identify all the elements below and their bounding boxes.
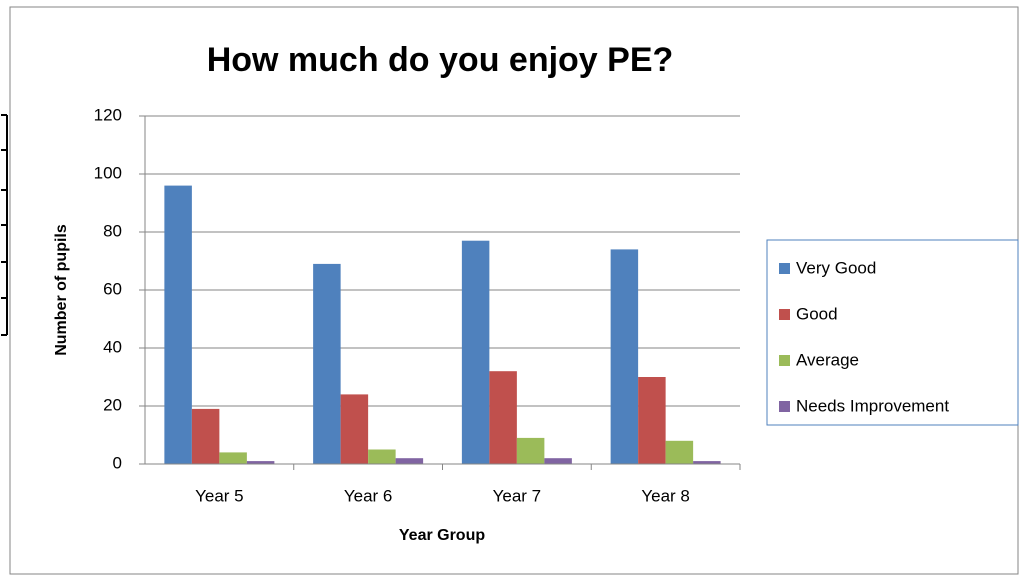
legend-swatch — [779, 401, 790, 412]
y-tick-label: 40 — [103, 337, 122, 356]
y-tick-label: 20 — [103, 395, 122, 414]
legend-swatch — [779, 263, 790, 274]
bar — [340, 394, 369, 464]
bar — [544, 458, 572, 464]
legend-label: Average — [796, 350, 859, 369]
y-axis-label: Number of pupils — [53, 224, 70, 356]
y-tick-label: 0 — [113, 453, 122, 472]
x-tick-label: Year 7 — [493, 486, 542, 505]
y-tick-label: 60 — [103, 279, 122, 298]
x-tick-label: Year 5 — [195, 486, 244, 505]
legend-swatch — [779, 355, 790, 366]
page-edge — [1, 114, 8, 336]
y-tick-label: 80 — [103, 221, 122, 240]
bar — [665, 440, 694, 464]
legend-label: Good — [796, 304, 838, 323]
x-tick-label: Year 8 — [641, 486, 690, 505]
legend-label: Very Good — [796, 258, 876, 277]
x-axis-label: Year Group — [399, 527, 485, 544]
bar — [246, 461, 275, 464]
x-tick-label: Year 6 — [344, 486, 393, 505]
bar — [191, 408, 220, 464]
bar — [638, 377, 666, 464]
bar — [219, 452, 247, 464]
bar — [395, 458, 424, 464]
bar — [489, 371, 517, 464]
bar — [516, 437, 545, 464]
bar — [368, 449, 396, 464]
chart-title: How much do you enjoy PE? — [207, 41, 674, 79]
legend-label: Needs Improvement — [796, 396, 949, 415]
y-tick-label: 100 — [94, 163, 122, 182]
bar — [313, 263, 341, 464]
bar — [610, 249, 639, 464]
legend-box — [766, 239, 1019, 426]
bar — [164, 185, 192, 464]
bar — [693, 461, 721, 464]
y-tick-label: 120 — [94, 105, 122, 124]
legend-swatch — [779, 309, 790, 320]
bar — [461, 240, 490, 464]
